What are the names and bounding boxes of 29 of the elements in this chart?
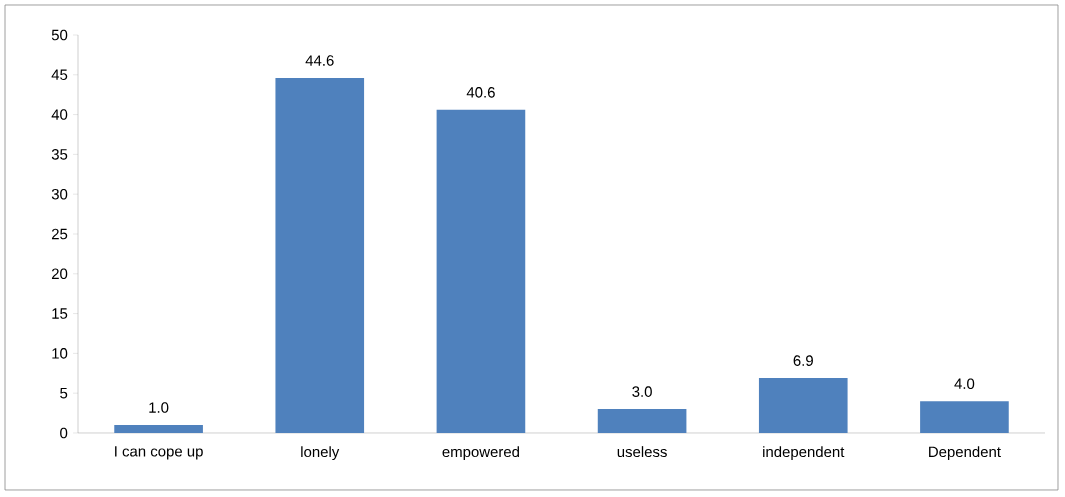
y-tick-label: 5 — [60, 387, 68, 399]
bar — [436, 109, 526, 433]
x-tick-label: useless — [617, 446, 667, 458]
data-label: 3.0 — [632, 386, 652, 397]
data-label: 6.9 — [793, 355, 813, 366]
bar — [114, 425, 203, 433]
data-label: 44.6 — [305, 55, 334, 66]
data-label: 40.6 — [466, 87, 495, 98]
y-tick-label: 15 — [52, 308, 68, 319]
y-tick-label: 0 — [60, 427, 68, 439]
y-tick-label: 40 — [51, 109, 68, 120]
bar — [275, 77, 365, 433]
data-label: 4.0 — [954, 378, 975, 389]
x-tick-label: empowered — [442, 446, 519, 461]
y-tick-label: 20 — [51, 268, 68, 280]
y-tick-label: 50 — [51, 29, 68, 41]
x-tick-label: Dependent — [929, 446, 1001, 461]
y-tick-label: 30 — [51, 188, 68, 200]
x-tick-label: lonely — [301, 446, 340, 461]
y-tick-label: 10 — [52, 348, 68, 359]
y-tick-label: 45 — [51, 69, 68, 80]
bar — [597, 409, 687, 433]
bar — [920, 401, 1009, 433]
y-tick-label: 25 — [51, 228, 68, 240]
bar — [758, 378, 848, 433]
y-tick-label: 35 — [51, 149, 68, 160]
x-tick-label: independent — [763, 446, 845, 461]
x-tick-label: I can cope up — [115, 446, 203, 460]
data-label: 1.0 — [149, 402, 169, 413]
